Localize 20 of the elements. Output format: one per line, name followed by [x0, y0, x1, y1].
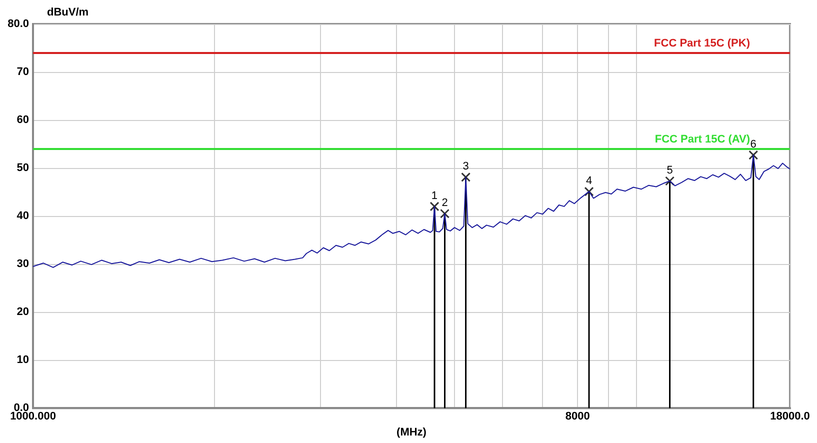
- ref-line-label: FCC Part 15C (PK): [654, 37, 750, 50]
- y-tick-label: 70: [16, 66, 29, 78]
- y-tick-label: 80.0: [8, 18, 29, 30]
- y-tick-label: 30: [16, 258, 29, 270]
- y-tick-label: 50: [16, 162, 29, 174]
- ref-line-label: FCC Part 15C (AV): [654, 133, 750, 146]
- annotation: 2: [442, 197, 448, 210]
- annotation: 3: [462, 160, 469, 173]
- x-axis-title: (MHz): [396, 426, 427, 438]
- y-tick-label: 20: [16, 306, 29, 318]
- x-tick-label: 8000: [565, 410, 590, 423]
- x-tick-label: 18000.0: [770, 410, 810, 423]
- y-tick-label: 10: [16, 354, 29, 366]
- y-axis-title: dBuV/m: [47, 6, 89, 18]
- y-tick-label: 40: [16, 210, 29, 222]
- annotation: 5: [666, 164, 673, 176]
- annotation: 1: [431, 190, 438, 202]
- y-tick-label: 60: [16, 114, 29, 126]
- annotation: 6: [750, 138, 756, 151]
- annotation: 4: [586, 175, 592, 188]
